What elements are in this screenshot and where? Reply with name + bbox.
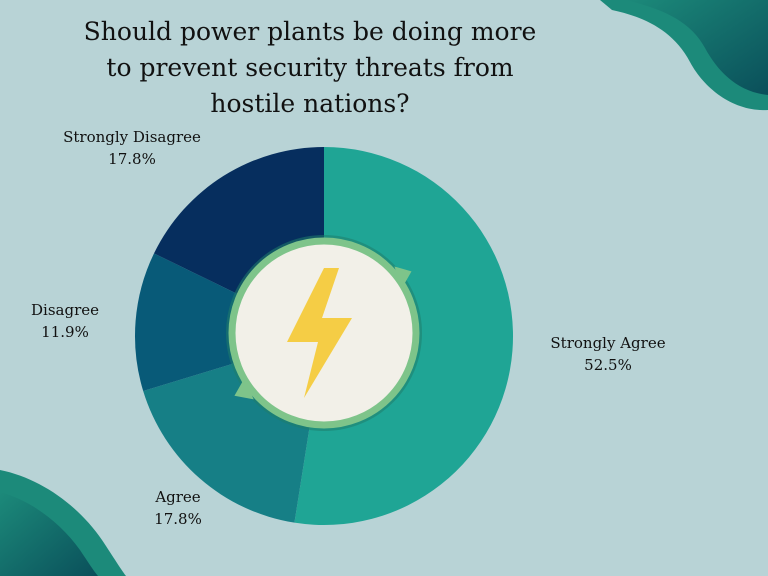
slice-name: Agree <box>155 488 201 506</box>
slice-label-agree: Agree 17.8% <box>118 486 238 530</box>
slice-value: 52.5% <box>584 356 632 374</box>
title-line-3: hostile nations? <box>210 89 410 118</box>
slice-value: 11.9% <box>41 323 89 341</box>
refresh-arrows-icon <box>234 266 412 400</box>
slice-label-strongly-disagree: Strongly Disagree 17.8% <box>52 126 212 170</box>
slice-label-strongly-agree: Strongly Agree 52.5% <box>538 332 678 376</box>
slice-label-disagree: Disagree 11.9% <box>10 299 120 343</box>
slice-value: 17.8% <box>154 510 202 528</box>
slice-name: Disagree <box>31 301 99 319</box>
chart-title: Should power plants be doing more to pre… <box>60 14 560 122</box>
title-line-1: Should power plants be doing more <box>83 17 537 46</box>
slice-name: Strongly Disagree <box>63 128 201 146</box>
center-emblem <box>226 235 422 431</box>
corner-wave-bottom-left <box>0 470 126 576</box>
title-line-2: to prevent security threats from <box>106 53 514 82</box>
lightning-bolt-icon <box>287 268 352 398</box>
slice-name: Strongly Agree <box>550 334 666 352</box>
slice-value: 17.8% <box>108 150 156 168</box>
corner-wave-top-right <box>600 0 768 111</box>
